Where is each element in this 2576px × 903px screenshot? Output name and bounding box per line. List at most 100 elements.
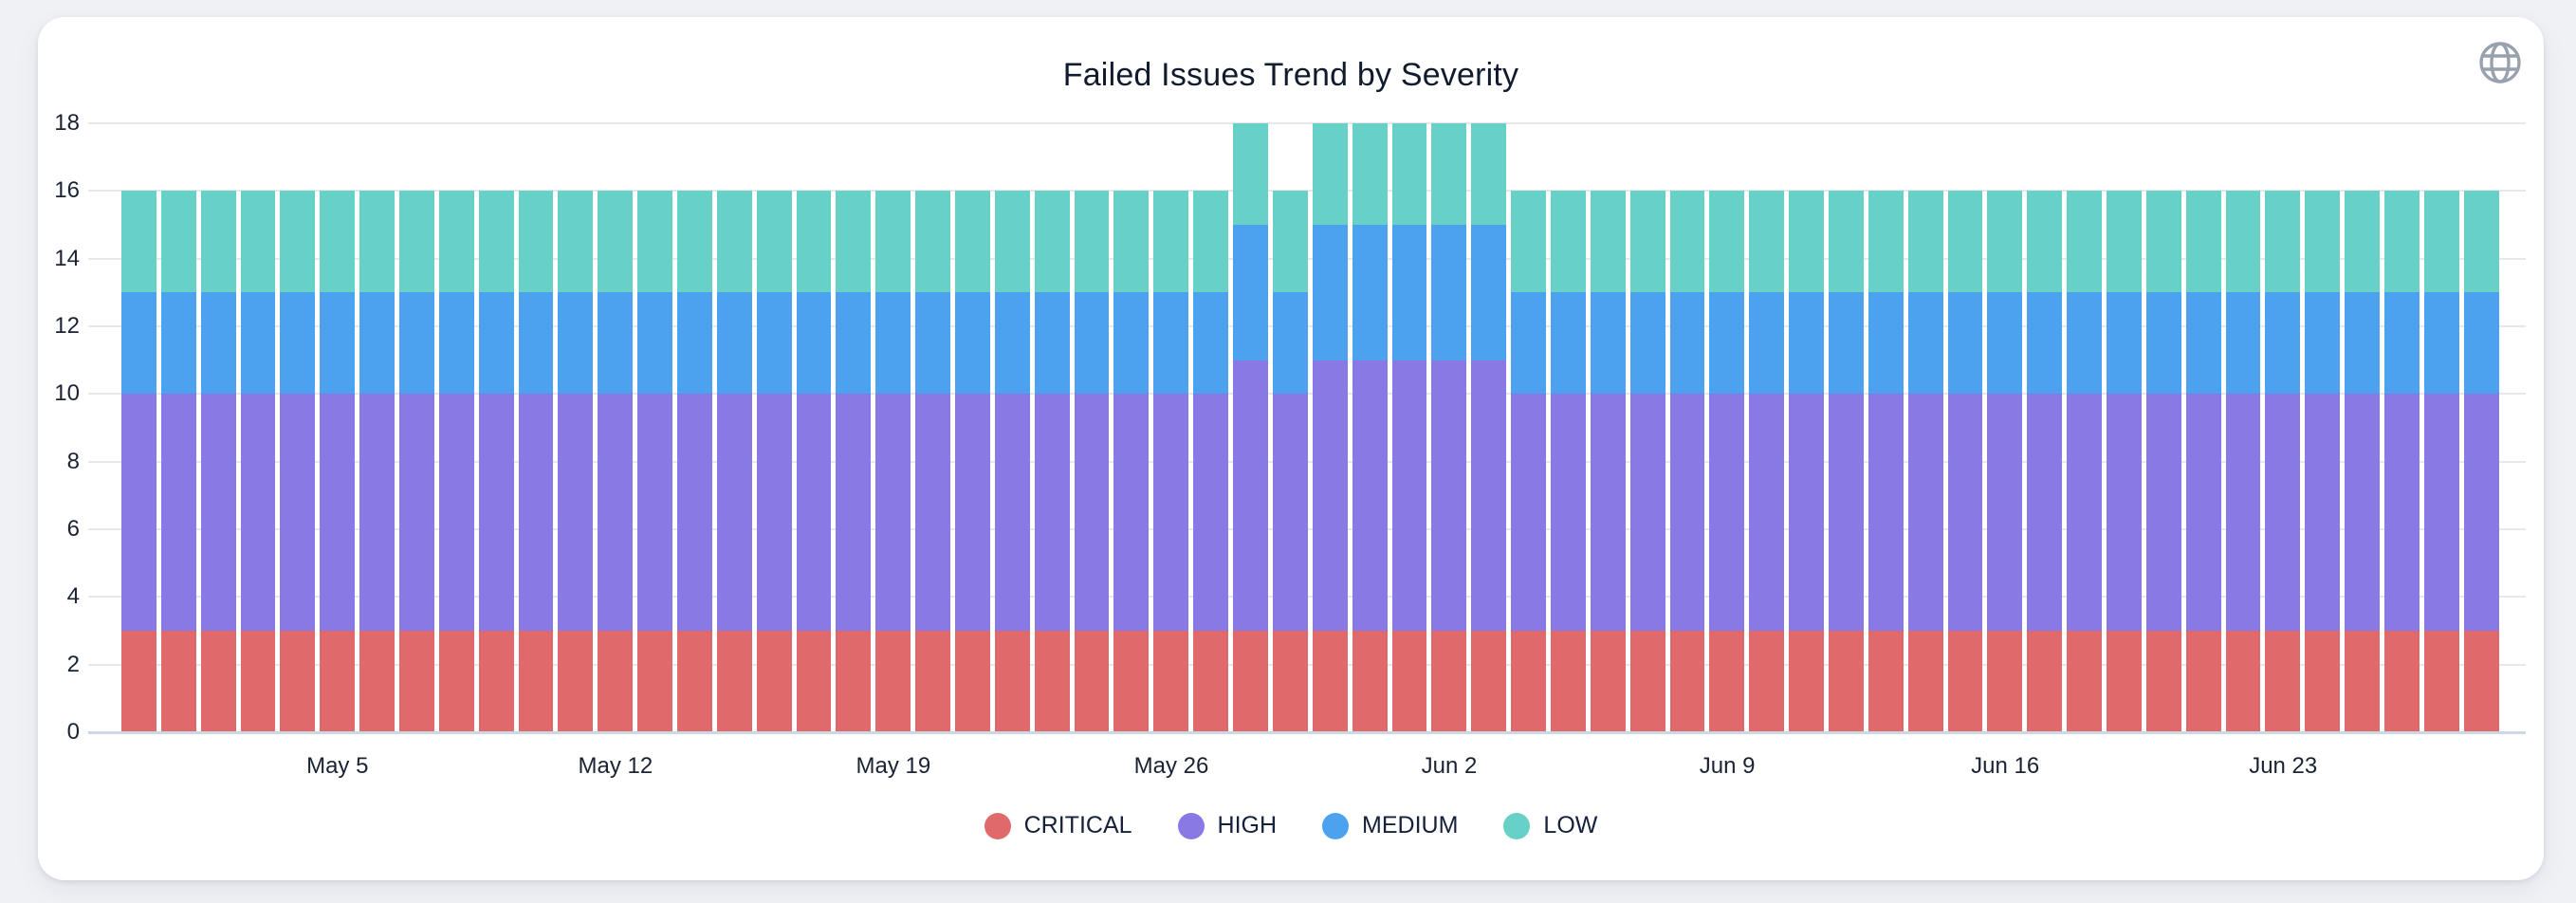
bar-segment-critical[interactable] [1113,631,1150,732]
bar-segment-low[interactable] [1709,191,1745,293]
bar-segment-medium[interactable] [2463,292,2499,395]
bar-segment-critical[interactable] [2106,631,2142,732]
bar-segment-low[interactable] [359,191,396,293]
bar-segment-medium[interactable] [1709,292,1745,395]
bar-segment-critical[interactable] [1352,631,1388,732]
bar-segment-critical[interactable] [1907,631,1943,732]
bar-segment-medium[interactable] [598,292,634,395]
bar-segment-high[interactable] [320,394,356,632]
bar-segment-high[interactable] [1709,394,1745,632]
bar-segment-low[interactable] [280,191,316,293]
bar-segment-high[interactable] [1987,394,2023,632]
bar-segment-critical[interactable] [1034,631,1070,732]
bar-segment-low[interactable] [121,191,156,293]
bar-segment-high[interactable] [518,394,554,632]
bar-segment-critical[interactable] [1868,631,1904,732]
bar-segment-critical[interactable] [1987,631,2023,732]
bar-segment-medium[interactable] [478,292,514,395]
bar-segment-high[interactable] [2106,394,2142,632]
bar-segment-low[interactable] [1947,191,1983,293]
bar-segment-low[interactable] [2067,191,2102,293]
bar-segment-low[interactable] [2265,191,2301,293]
bar-segment-high[interactable] [637,394,673,632]
bar-segment-medium[interactable] [558,292,594,395]
bar-segment-critical[interactable] [399,631,434,732]
bar-segment-critical[interactable] [915,631,951,732]
bar-segment-low[interactable] [1391,123,1427,226]
bar-segment-low[interactable] [2463,191,2499,293]
bar-segment-high[interactable] [1471,359,1507,631]
bar-segment-critical[interactable] [1272,631,1308,732]
bar-segment-low[interactable] [1352,123,1388,226]
bar-segment-high[interactable] [1868,394,1904,632]
bar-segment-critical[interactable] [1550,631,1586,732]
bar-segment-high[interactable] [2423,394,2459,632]
bar-segment-high[interactable] [1550,394,1586,632]
globe-icon-button[interactable] [2477,40,2523,85]
bar-segment-medium[interactable] [2225,292,2261,395]
bar-segment-critical[interactable] [637,631,673,732]
bar-segment-low[interactable] [637,191,673,293]
bar-segment-medium[interactable] [1828,292,1864,395]
bar-segment-critical[interactable] [994,631,1030,732]
bar-segment-high[interactable] [1034,394,1070,632]
bar-segment-critical[interactable] [2027,631,2063,732]
bar-segment-low[interactable] [875,191,911,293]
bar-segment-critical[interactable] [2423,631,2459,732]
bar-segment-low[interactable] [836,191,872,293]
bar-segment-low[interactable] [1113,191,1150,293]
bar-segment-high[interactable] [558,394,594,632]
bar-segment-high[interactable] [598,394,634,632]
bar-segment-critical[interactable] [1749,631,1785,732]
bar-segment-low[interactable] [716,191,752,293]
bar-segment-medium[interactable] [1193,292,1229,395]
bar-segment-high[interactable] [2145,394,2181,632]
bar-segment-critical[interactable] [1193,631,1229,732]
bar-segment-critical[interactable] [1471,631,1507,732]
bar-segment-high[interactable] [1193,394,1229,632]
bar-segment-critical[interactable] [2067,631,2102,732]
bar-segment-medium[interactable] [1034,292,1070,395]
bar-segment-medium[interactable] [1987,292,2023,395]
bar-segment-critical[interactable] [280,631,316,732]
bar-segment-high[interactable] [2383,394,2420,632]
bar-segment-high[interactable] [2345,394,2380,632]
bar-segment-critical[interactable] [756,631,792,732]
bar-segment-low[interactable] [598,191,634,293]
bar-segment-critical[interactable] [2225,631,2261,732]
bar-segment-medium[interactable] [1550,292,1586,395]
bar-segment-high[interactable] [1947,394,1983,632]
bar-segment-medium[interactable] [915,292,951,395]
bar-segment-medium[interactable] [2305,292,2341,395]
bar-segment-critical[interactable] [1233,631,1268,732]
bar-segment-high[interactable] [1113,394,1150,632]
bar-segment-low[interactable] [2383,191,2420,293]
bar-segment-medium[interactable] [2145,292,2181,395]
bar-segment-high[interactable] [2185,394,2221,632]
bar-segment-critical[interactable] [1947,631,1983,732]
bar-segment-critical[interactable] [2265,631,2301,732]
bar-segment-medium[interactable] [1233,225,1268,360]
bar-segment-medium[interactable] [677,292,712,395]
bar-segment-critical[interactable] [1511,631,1546,732]
bar-segment-critical[interactable] [1074,631,1110,732]
bar-segment-medium[interactable] [1590,292,1626,395]
bar-segment-critical[interactable] [716,631,752,732]
bar-segment-low[interactable] [1511,191,1546,293]
bar-segment-critical[interactable] [2185,631,2221,732]
bar-segment-high[interactable] [2265,394,2301,632]
bar-segment-low[interactable] [399,191,434,293]
bar-segment-high[interactable] [1153,394,1189,632]
bar-segment-critical[interactable] [2383,631,2420,732]
bar-segment-high[interactable] [1233,359,1268,631]
bar-segment-low[interactable] [1590,191,1626,293]
bar-segment-critical[interactable] [677,631,712,732]
bar-segment-low[interactable] [1034,191,1070,293]
bar-segment-high[interactable] [359,394,396,632]
bar-segment-critical[interactable] [359,631,396,732]
bar-segment-low[interactable] [1868,191,1904,293]
bar-segment-medium[interactable] [2265,292,2301,395]
bar-segment-critical[interactable] [320,631,356,732]
bar-segment-high[interactable] [955,394,990,632]
bar-segment-medium[interactable] [2106,292,2142,395]
